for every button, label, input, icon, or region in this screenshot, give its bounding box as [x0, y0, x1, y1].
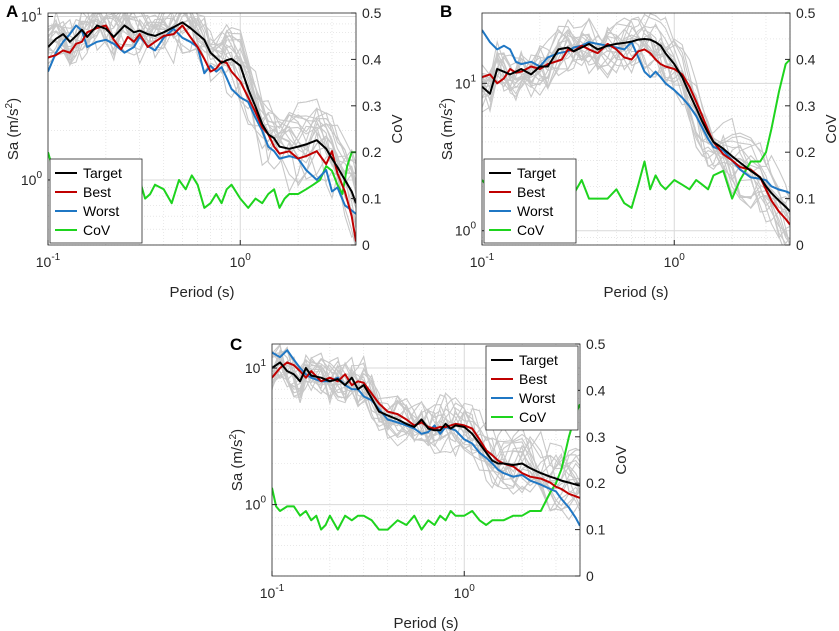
panel-a-x-tick-label: 100 — [230, 252, 252, 270]
panel-a-record-line — [48, 13, 356, 164]
panel-a-legend-label-worst: Worst — [83, 203, 119, 219]
panel-a-y-tick-label: 100 — [21, 170, 43, 188]
panel-c-legend: Target Best Worst CoV — [485, 345, 579, 431]
panel-c-record-line — [272, 349, 580, 480]
panel-b-cov-tick-label: 0.5 — [796, 5, 816, 21]
panel-c-x-tick-label: 100 — [454, 583, 476, 601]
panel-b-legend-label-cov: CoV — [517, 222, 545, 238]
panel-a-best-line — [48, 24, 356, 242]
panel-b-legend-label-best: Best — [517, 184, 545, 200]
panel-b-legend-label-target: Target — [517, 165, 556, 181]
panel-c-x-axis-label: Period (s) — [393, 615, 458, 631]
panel-a-x-tick-label: 10-1 — [36, 252, 61, 270]
panel-a-legend-label-target: Target — [83, 165, 122, 181]
panel-c-y-tick-label: 100 — [245, 495, 267, 513]
panel-a-worst-line — [48, 24, 356, 215]
panel-c-legend-label-best: Best — [519, 371, 547, 387]
panel-a-cov-tick-label: 0.4 — [362, 51, 382, 67]
panel-a-axes-frame — [47, 12, 357, 246]
panel-b-legend-label-worst: Worst — [517, 203, 553, 219]
panel-a-legend-label-best: Best — [83, 184, 111, 200]
panel-b-cov-tick-label: 0.2 — [796, 144, 816, 160]
panel-c-cov-tick-label: 0.1 — [586, 522, 606, 538]
panel-c-record-line — [272, 349, 580, 495]
panel-b-best-line — [482, 42, 790, 226]
panel-b-x-tick-label: 10-1 — [470, 252, 495, 270]
panel-a-letter: A — [6, 2, 18, 21]
panel-c: C 10-1 100 100 101 0 0.1 0.2 0.3 0.4 0.5 Period (s… — [228, 335, 630, 631]
panel-b: B 10-1 100 100 101 0 0.1 0.2 0.3 0.4 0.5 Period (s… — [438, 2, 839, 301]
panel-c-legend-label-worst: Worst — [519, 390, 555, 406]
panel-c-axes-frame — [271, 343, 581, 577]
panel-b-axes-frame — [481, 12, 791, 246]
panel-c-record-line — [272, 356, 580, 470]
panel-a-target-line — [48, 21, 356, 204]
panel-b-cov-axis-label: CoV — [823, 114, 839, 143]
panel-b-y-axis-label: Sa (m/s2) — [438, 98, 456, 160]
panel-a-cov-tick-label: 0.1 — [362, 191, 382, 207]
panel-c-x-tick-label: 10-1 — [260, 583, 285, 601]
panel-c-cov-tick-label: 0.5 — [586, 336, 606, 352]
panel-b-y-tick-label: 101 — [455, 73, 477, 91]
panel-c-legend-label-target: Target — [519, 352, 558, 368]
panel-a-y-tick-label: 101 — [21, 6, 43, 24]
panel-a-cov-tick-label: 0.3 — [362, 98, 382, 114]
panel-b-cov-tick-label: 0.1 — [796, 191, 816, 207]
panel-c-y-axis-label: Sa (m/s2) — [228, 429, 246, 491]
panel-b-y-tick-label: 100 — [455, 221, 477, 239]
panel-c-legend-label-cov: CoV — [519, 409, 547, 425]
panel-b-cov-tick-label: 0.4 — [796, 51, 816, 67]
panel-a-cov-axis-label: CoV — [389, 114, 406, 143]
panel-a-cov-tick-label: 0.5 — [362, 5, 382, 21]
panel-b-x-tick-label: 100 — [664, 252, 686, 270]
panel-b-x-axis-label: Period (s) — [603, 284, 668, 301]
panel-a-legend-label-cov: CoV — [83, 222, 111, 238]
panel-a-x-axis-label: Period (s) — [169, 284, 234, 301]
panel-c-plot-area — [272, 344, 580, 531]
panel-c-cov-tick-label: 0 — [586, 568, 594, 584]
panel-b-record-line — [482, 26, 790, 245]
panel-b-cov-tick-label: 0.3 — [796, 98, 816, 114]
panel-b-record-line — [482, 13, 790, 212]
panel-c-target-line — [272, 361, 580, 487]
panel-a-y-axis-label: Sa (m/s2) — [4, 98, 22, 160]
panel-c-letter: C — [230, 335, 242, 354]
panel-b-record-line — [482, 23, 790, 204]
panel-a-cov-tick-label: 0 — [362, 237, 370, 253]
panel-b-worst-line — [482, 29, 790, 195]
panel-c-best-line — [272, 361, 580, 499]
panel-b-cov-tick-label: 0 — [796, 237, 804, 253]
panel-c-cov-axis-label: CoV — [613, 445, 630, 474]
panel-c-record-line — [272, 346, 580, 492]
panel-c-record-line — [272, 363, 580, 521]
panel-a-cov-tick-label: 0.2 — [362, 144, 382, 160]
panel-a-record-line — [48, 14, 356, 185]
panel-c-cov-tick-label: 0.2 — [586, 475, 606, 491]
panel-c-cov-tick-label: 0.3 — [586, 429, 606, 445]
panel-c-y-tick-label: 101 — [245, 358, 267, 376]
panel-a-record-line — [48, 13, 356, 173]
panel-c-cov-tick-label: 0.4 — [586, 382, 606, 398]
panel-c-cov-line — [272, 403, 580, 531]
panel-b-target-line — [482, 38, 790, 213]
panel-a-record-line — [48, 13, 356, 209]
panel-a: A 10-1 100 100 101 0 0.1 0.2 0.3 0.4 0.5 Period (s… — [4, 2, 406, 301]
panel-b-letter: B — [440, 2, 452, 21]
panel-b-legend: Target Best Worst CoV — [483, 158, 577, 244]
panel-c-record-line — [272, 350, 580, 491]
panel-a-legend: Target Best Worst CoV — [49, 158, 143, 244]
